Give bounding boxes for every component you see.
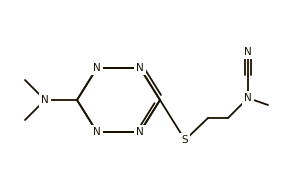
Text: S: S xyxy=(182,135,188,145)
Text: N: N xyxy=(41,95,49,105)
Text: N: N xyxy=(93,127,101,137)
Text: N: N xyxy=(136,63,144,73)
Text: N: N xyxy=(244,47,252,57)
Text: N: N xyxy=(136,127,144,137)
Text: N: N xyxy=(244,93,252,103)
Text: N: N xyxy=(93,63,101,73)
